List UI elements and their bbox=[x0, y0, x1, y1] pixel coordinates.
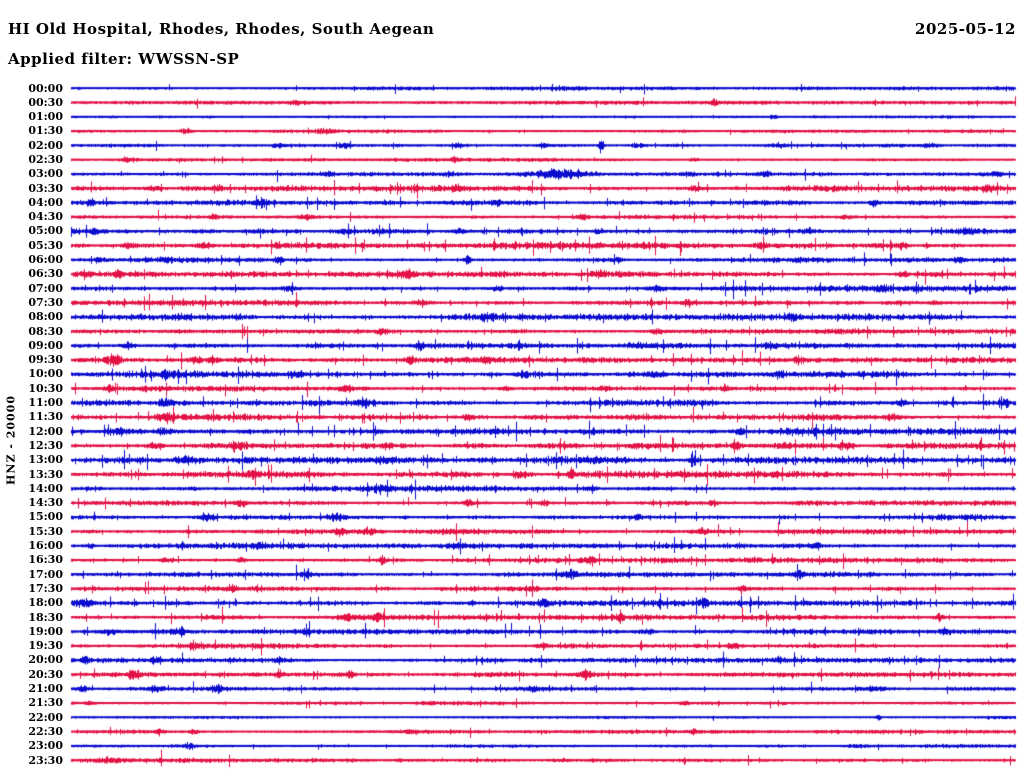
time-label: 23:30 bbox=[28, 753, 63, 767]
time-label: 14:30 bbox=[28, 496, 63, 510]
time-label: 09:30 bbox=[28, 353, 63, 367]
time-label: 22:30 bbox=[28, 724, 63, 738]
time-label: 05:00 bbox=[28, 224, 63, 238]
time-label: 22:00 bbox=[28, 710, 63, 724]
time-label: 11:30 bbox=[28, 410, 63, 424]
time-label: 18:30 bbox=[28, 610, 63, 624]
time-label: 23:00 bbox=[28, 739, 63, 753]
time-label: 11:00 bbox=[28, 396, 63, 410]
time-label: 12:30 bbox=[28, 438, 63, 452]
time-label: 17:00 bbox=[28, 567, 63, 581]
time-label: 07:30 bbox=[28, 295, 63, 309]
time-label: 17:30 bbox=[28, 581, 63, 595]
time-label: 20:30 bbox=[28, 667, 63, 681]
time-label: 01:00 bbox=[28, 110, 63, 124]
time-label: 07:00 bbox=[28, 281, 63, 295]
time-label: 14:00 bbox=[28, 481, 63, 495]
time-label: 10:30 bbox=[28, 381, 63, 395]
time-label: 09:00 bbox=[28, 338, 63, 352]
time-label: 08:30 bbox=[28, 324, 63, 338]
time-label: 19:30 bbox=[28, 639, 63, 653]
time-label: 02:00 bbox=[28, 138, 63, 152]
time-label: 15:30 bbox=[28, 524, 63, 538]
time-label: 13:00 bbox=[28, 453, 63, 467]
time-label: 01:30 bbox=[28, 124, 63, 138]
time-label: 03:30 bbox=[28, 181, 63, 195]
time-label: 20:00 bbox=[28, 653, 63, 667]
station-title: HI Old Hospital, Rhodes, Rhodes, South A… bbox=[8, 20, 435, 38]
time-label: 10:00 bbox=[28, 367, 63, 381]
date-label: 2025-05-12 bbox=[915, 20, 1016, 38]
time-label: 00:00 bbox=[28, 81, 63, 95]
time-label: 13:30 bbox=[28, 467, 63, 481]
time-label: 21:30 bbox=[28, 696, 63, 710]
time-label: 05:30 bbox=[28, 238, 63, 252]
time-label: 06:30 bbox=[28, 267, 63, 281]
time-label: 08:00 bbox=[28, 310, 63, 324]
time-label: 16:00 bbox=[28, 539, 63, 553]
time-label: 18:00 bbox=[28, 596, 63, 610]
time-label: 00:30 bbox=[28, 95, 63, 109]
time-label: 19:00 bbox=[28, 624, 63, 638]
time-label: 15:00 bbox=[28, 510, 63, 524]
time-label: 03:00 bbox=[28, 167, 63, 181]
filter-label: Applied filter: WWSSN-SP bbox=[8, 50, 240, 68]
time-label: 16:30 bbox=[28, 553, 63, 567]
time-label: 04:00 bbox=[28, 195, 63, 209]
time-label: 06:00 bbox=[28, 253, 63, 267]
time-label: 02:30 bbox=[28, 152, 63, 166]
time-label: 12:00 bbox=[28, 424, 63, 438]
time-label: 04:30 bbox=[28, 210, 63, 224]
time-label: 21:00 bbox=[28, 682, 63, 695]
